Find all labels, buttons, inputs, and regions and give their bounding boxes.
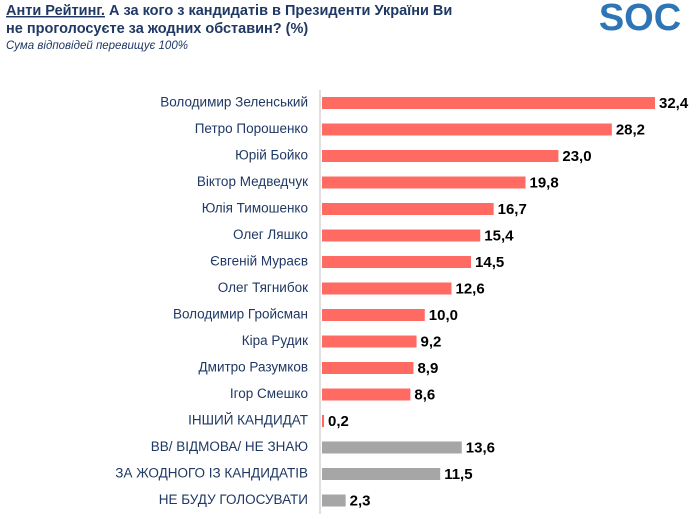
value-label: 0,2 (328, 413, 349, 430)
bar (322, 256, 472, 268)
title-prefix: Анти Рейтинг. (6, 3, 105, 19)
category-label: Олег Тягнибок (218, 280, 308, 295)
value-label: 8,6 (414, 386, 435, 403)
bar (322, 123, 612, 136)
bar (322, 335, 417, 348)
category-label: Кіра Рудик (242, 333, 308, 348)
value-label: 15,4 (484, 227, 514, 244)
value-label: 14,5 (475, 254, 504, 271)
value-label: 19,8 (530, 174, 559, 191)
bar (322, 362, 414, 374)
bar (322, 282, 452, 295)
bar (322, 441, 462, 454)
value-label: 10,0 (429, 307, 458, 324)
value-label: 9,2 (421, 333, 442, 350)
logo: SOC (599, 0, 681, 39)
category-label: Юрій Бойко (235, 148, 308, 163)
value-label: 8,9 (417, 360, 438, 377)
value-label: 16,7 (498, 201, 527, 218)
chart-title: Анти Рейтинг. А за кого з кандидатів в П… (6, 3, 452, 19)
bar (322, 468, 441, 480)
bar (322, 415, 325, 427)
value-label: 13,6 (466, 439, 495, 456)
category-label: НЕ БУДУ ГОЛОСУВАТИ (159, 492, 308, 507)
category-label: Володимир Зеленський (160, 95, 308, 110)
category-label: Євгеній Мураєв (210, 254, 308, 269)
bar (322, 309, 425, 321)
bar (322, 203, 494, 215)
category-label: ІНШИЙ КАНДИДАТ (188, 413, 308, 428)
bar (322, 494, 346, 507)
value-label: 28,2 (616, 121, 645, 138)
bar (322, 97, 655, 109)
category-label: Юлія Тимошенко (202, 201, 308, 216)
category-label: Володимир Гройсман (173, 307, 308, 322)
title-line: не проголосуєте за жодних обставин? (%) (6, 21, 308, 37)
value-label: 2,3 (350, 492, 371, 509)
bar (322, 229, 481, 242)
value-label: 12,6 (456, 280, 485, 297)
bar (322, 388, 411, 401)
category-label: Ігор Смешко (230, 386, 308, 401)
value-label: 23,0 (562, 148, 591, 165)
value-label: 11,5 (444, 466, 472, 483)
title-line: А за кого з кандидатів в Президенти Укра… (109, 3, 452, 19)
category-label: ЗА ЖОДНОГО ІЗ КАНДИДАТІВ (115, 466, 308, 481)
category-label: ВВ/ ВІДМОВА/ НЕ ЗНАЮ (151, 439, 308, 454)
bar (322, 150, 559, 162)
bar (322, 176, 526, 189)
category-label: Дмитро Разумков (199, 360, 308, 375)
category-label: Петро Порошенко (195, 121, 308, 136)
category-label: Олег Ляшко (233, 227, 308, 242)
subtitle: Сума відповідей перевищує 100% (6, 40, 188, 52)
value-label: 32,4 (659, 95, 689, 112)
category-label: Віктор Медведчук (197, 174, 308, 189)
